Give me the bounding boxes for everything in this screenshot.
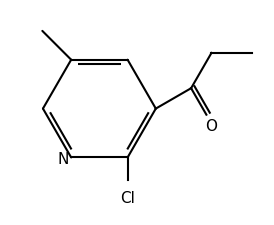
Text: O: O	[206, 119, 218, 134]
Text: Cl: Cl	[120, 191, 135, 206]
Text: N: N	[58, 151, 69, 166]
